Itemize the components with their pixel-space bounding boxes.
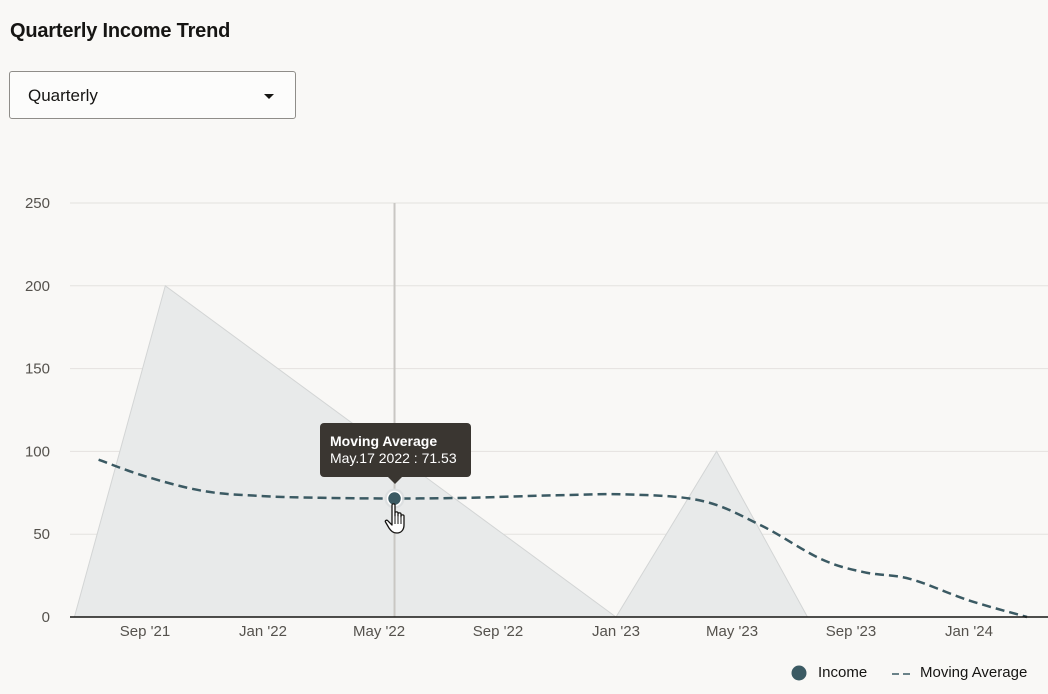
y-tick-label: 50: [33, 526, 50, 543]
tooltip-title: Moving Average: [330, 433, 438, 449]
x-tick-label: Sep '23: [826, 623, 876, 640]
legend-income-label: Income: [818, 664, 868, 681]
axis-layer: 0 50 100 150 200 250 Sep '21 Jan '22 May '22 Sep …: [25, 195, 1048, 640]
y-tick-label: 150: [25, 361, 50, 378]
x-tick-label: May '23: [706, 623, 758, 640]
x-tick-label: May '22: [353, 623, 405, 640]
line-layer: [98, 458, 1028, 619]
period-select[interactable]: Quarterly: [9, 71, 296, 119]
tooltip-tail: [387, 476, 403, 484]
chart-tooltip: Moving Average May.17 2022 : 71.53: [320, 423, 471, 484]
period-select-value: Quarterly: [28, 86, 98, 105]
legend-moving-average-marker: [892, 673, 912, 675]
y-tick-label: 0: [42, 609, 50, 626]
page-title: Quarterly Income Trend: [10, 20, 231, 42]
caret-down-icon: [264, 94, 274, 99]
hand-cursor-icon: [384, 503, 405, 534]
moving-average-line: [98, 458, 1028, 619]
x-tick-label: Jan '23: [592, 623, 640, 640]
x-tick-label: Sep '22: [473, 623, 523, 640]
tooltip-value: May.17 2022 : 71.53: [330, 450, 457, 466]
y-tick-label: 250: [25, 195, 50, 212]
legend-income-marker: [791, 665, 807, 681]
legend-moving-average-label: Moving Average: [920, 664, 1028, 681]
y-tick-label: 200: [25, 278, 50, 295]
x-tick-label: Sep '21: [120, 623, 170, 640]
y-tick-label: 100: [25, 443, 50, 460]
x-tick-label: Jan '22: [239, 623, 287, 640]
x-tick-label: Jan '24: [945, 623, 993, 640]
